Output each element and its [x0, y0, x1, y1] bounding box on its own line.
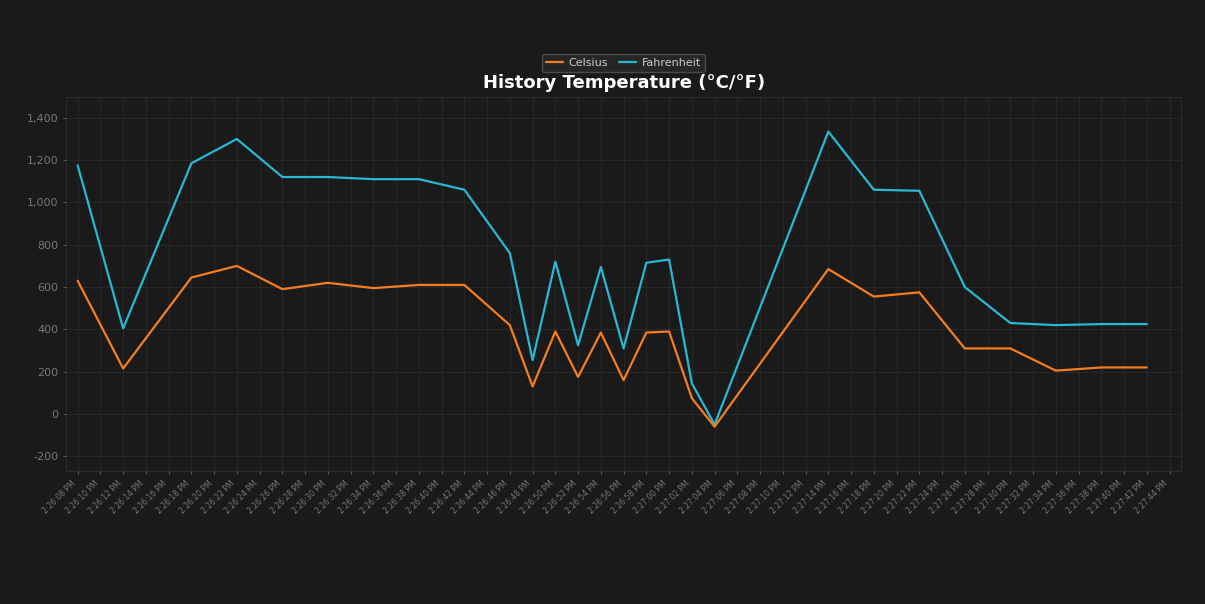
Celsius [275, 286, 289, 293]
Fahrenheit [1094, 321, 1109, 328]
Fahrenheit [866, 186, 881, 193]
Celsius [1094, 364, 1109, 371]
Fahrenheit [639, 259, 653, 266]
Fahrenheit [366, 176, 381, 183]
Celsius [548, 328, 563, 335]
Fahrenheit [230, 135, 245, 143]
Fahrenheit [912, 187, 927, 194]
Celsius [958, 345, 972, 352]
Celsius [321, 279, 335, 286]
Celsius [1048, 367, 1063, 374]
Legend: Celsius, Fahrenheit: Celsius, Fahrenheit [542, 54, 705, 72]
Fahrenheit [616, 345, 630, 352]
Celsius [184, 274, 199, 281]
Fahrenheit [412, 176, 427, 183]
Celsius [366, 284, 381, 292]
Celsius [502, 321, 517, 329]
Title: History Temperature (°C/°F): History Temperature (°C/°F) [482, 74, 765, 92]
Celsius [1140, 364, 1154, 371]
Celsius [707, 423, 722, 430]
Fahrenheit [184, 159, 199, 167]
Fahrenheit [707, 421, 722, 428]
Fahrenheit [1003, 320, 1017, 327]
Fahrenheit [684, 380, 699, 387]
Celsius [412, 281, 427, 289]
Fahrenheit [662, 256, 676, 263]
Celsius [116, 365, 130, 372]
Fahrenheit [70, 162, 84, 169]
Line: Celsius: Celsius [77, 266, 1147, 426]
Celsius [821, 265, 835, 272]
Celsius [616, 376, 630, 384]
Fahrenheit [548, 258, 563, 265]
Celsius [525, 383, 540, 390]
Fahrenheit [594, 263, 609, 271]
Celsius [594, 329, 609, 336]
Fahrenheit [821, 128, 835, 135]
Fahrenheit [1048, 321, 1063, 329]
Fahrenheit [321, 173, 335, 181]
Fahrenheit [525, 356, 540, 364]
Celsius [230, 262, 245, 269]
Celsius [571, 373, 586, 381]
Celsius [1003, 345, 1017, 352]
Celsius [866, 293, 881, 300]
Fahrenheit [958, 283, 972, 291]
Line: Fahrenheit: Fahrenheit [77, 132, 1147, 425]
Fahrenheit [1140, 321, 1154, 328]
Celsius [684, 394, 699, 402]
Celsius [662, 328, 676, 335]
Fahrenheit [116, 325, 130, 332]
Celsius [912, 289, 927, 296]
Fahrenheit [275, 173, 289, 181]
Fahrenheit [502, 249, 517, 257]
Fahrenheit [571, 342, 586, 349]
Celsius [70, 277, 84, 284]
Fahrenheit [457, 186, 471, 193]
Celsius [457, 281, 471, 289]
Celsius [639, 329, 653, 336]
